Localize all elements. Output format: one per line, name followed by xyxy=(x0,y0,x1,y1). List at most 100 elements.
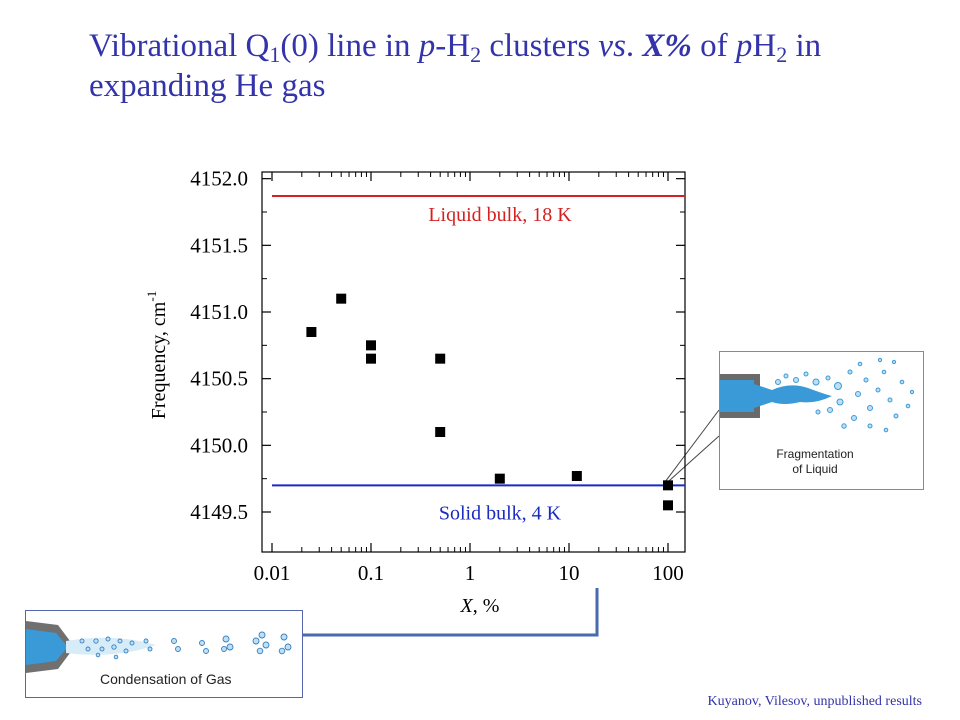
droplet xyxy=(123,648,129,654)
title-part-2: (0) line in xyxy=(280,28,419,64)
droplet xyxy=(847,369,853,375)
y-axis-ticks: 4149.5 4150.0 4150.5 4151.0 4151.5 4152.0 xyxy=(190,167,685,524)
droplet xyxy=(899,379,905,385)
y-tick-label: 4151.0 xyxy=(190,300,248,324)
droplet xyxy=(175,646,181,652)
condensation-label: Condensation of Gas xyxy=(100,671,232,687)
liquid-connector xyxy=(663,409,720,484)
liquid-connector xyxy=(663,435,720,486)
data-points xyxy=(306,293,673,511)
y-tick-label: 4150.0 xyxy=(190,433,248,457)
liquid-nozzle-illustration xyxy=(720,357,915,433)
title-part-3: p xyxy=(418,28,436,64)
x-axis-label: X, % xyxy=(460,595,500,617)
droplet xyxy=(171,638,177,644)
droplet xyxy=(147,646,153,652)
reference-lines: Liquid bulk, 18 K Solid bulk, 4 K xyxy=(272,195,685,524)
gas-connector xyxy=(302,588,599,637)
droplet xyxy=(226,643,234,651)
droplet xyxy=(117,638,123,644)
droplet xyxy=(827,407,833,413)
droplet xyxy=(881,369,887,375)
droplet xyxy=(877,357,883,363)
y-tick-label: 4149.5 xyxy=(190,500,248,524)
droplet xyxy=(867,405,873,411)
droplet xyxy=(803,371,809,377)
data-point xyxy=(435,353,446,364)
droplet xyxy=(99,646,105,652)
reference-line-label: Solid bulk, 4 K xyxy=(439,502,562,524)
droplet xyxy=(280,633,288,641)
fragmentation-label-line-1: Fragmentation xyxy=(776,447,854,461)
droplet xyxy=(143,638,149,644)
droplet xyxy=(841,423,847,429)
droplet xyxy=(221,646,227,652)
droplet xyxy=(278,647,286,655)
fragmentation-label: Fragmentation of Liquid xyxy=(742,447,888,477)
droplet xyxy=(867,423,873,429)
data-point xyxy=(494,473,505,484)
droplet xyxy=(129,640,135,646)
droplet xyxy=(836,398,844,406)
title-part-10: of xyxy=(691,28,736,64)
droplet xyxy=(113,654,119,660)
y-tick-label: 4150.5 xyxy=(190,367,248,391)
droplet xyxy=(85,646,91,652)
data-point xyxy=(366,353,376,364)
droplet xyxy=(258,631,266,639)
fragmentation-of-liquid-inset: Fragmentation of Liquid xyxy=(719,351,924,490)
droplet xyxy=(855,391,861,397)
title-part-9: X% xyxy=(642,28,692,64)
droplet xyxy=(875,387,881,393)
title-part-0: Vibrational Q xyxy=(89,28,270,64)
droplet xyxy=(825,375,831,381)
fragmentation-label-line-2: of Liquid xyxy=(792,462,838,476)
droplet xyxy=(887,397,893,403)
droplet xyxy=(891,359,897,365)
droplet xyxy=(93,638,99,644)
plot-frame xyxy=(261,171,686,553)
droplet xyxy=(199,640,205,646)
source-credit: Kuyanov, Vilesov, unpublished results xyxy=(707,694,922,709)
droplet xyxy=(262,641,270,649)
droplet xyxy=(95,652,101,658)
x-tick-label: 10 xyxy=(559,561,580,585)
condensation-of-gas-inset: Condensation of Gas xyxy=(25,610,303,698)
data-point xyxy=(663,480,673,491)
data-point xyxy=(571,471,582,481)
droplet xyxy=(883,427,889,433)
droplet xyxy=(79,638,85,644)
droplet xyxy=(783,373,789,379)
data-point xyxy=(366,340,376,351)
data-point xyxy=(663,500,673,511)
gas-nozzle-illustration xyxy=(26,621,292,673)
y-axis-label: Frequency, cm-1 xyxy=(144,291,170,419)
droplet xyxy=(863,377,869,383)
minor-ticks xyxy=(301,172,664,552)
droplet xyxy=(905,403,911,409)
title-part-8: . xyxy=(625,28,643,64)
droplet xyxy=(256,647,264,655)
slide-title: Vibrational Q1(0) line in p-H2 clusters … xyxy=(89,26,909,106)
droplet xyxy=(105,636,111,642)
droplet xyxy=(775,379,781,385)
title-part-14: in expanding He gas xyxy=(89,28,822,104)
x-tick-label: 0.1 xyxy=(358,561,384,585)
x-tick-label: 0.01 xyxy=(254,561,291,585)
title-part-1: 1 xyxy=(269,42,281,67)
droplet xyxy=(812,378,820,386)
inset-connectors xyxy=(302,409,720,637)
droplet xyxy=(834,382,842,390)
x-axis-ticks: 0.01 0.1 1 10 100 xyxy=(254,172,684,585)
data-point xyxy=(306,327,317,337)
droplet xyxy=(793,377,799,383)
data-point xyxy=(336,293,347,304)
droplet xyxy=(252,637,260,645)
droplet xyxy=(222,635,230,643)
title-part-5: 2 xyxy=(470,42,482,67)
y-tick-label: 4152.0 xyxy=(190,167,248,191)
x-tick-label: 100 xyxy=(652,561,684,585)
droplet xyxy=(851,415,857,421)
title-part-13: 2 xyxy=(776,42,788,67)
